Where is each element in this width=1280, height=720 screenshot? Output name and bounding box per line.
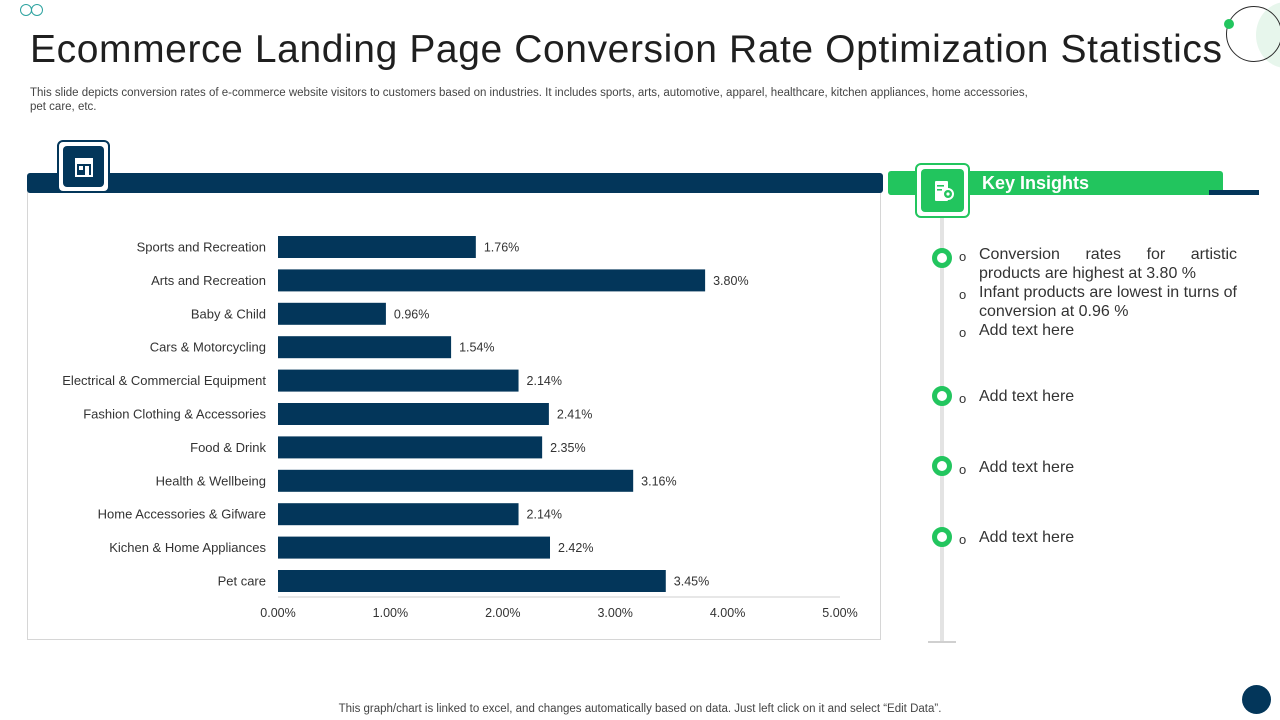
bar-8 <box>278 469 634 492</box>
bar-6 <box>278 403 549 425</box>
chart-header-bar <box>27 173 883 193</box>
data-label: 3.80% <box>713 274 748 288</box>
bar-1 <box>278 236 476 258</box>
bar-10 <box>278 536 551 559</box>
bar-4 <box>278 336 452 359</box>
corner-decoration-bottom <box>1242 685 1271 714</box>
data-label: 3.16% <box>641 474 676 488</box>
bullet-icon: o <box>959 287 967 302</box>
bullet-icon: o <box>959 462 967 477</box>
corner-decoration-dot <box>1224 19 1234 29</box>
data-label: 3.45% <box>674 575 709 589</box>
shop-icon <box>63 146 104 187</box>
timeline-node-4 <box>932 527 952 547</box>
logo-ring-right-icon <box>31 4 43 16</box>
document-gear-icon <box>921 169 964 212</box>
insight-text: Add text here <box>979 529 1075 546</box>
insight-text: Add text here <box>979 459 1075 476</box>
bar-chart: Sports and Recreation 1.76% Arts and Recre… <box>62 236 858 620</box>
bullet-icon: o <box>959 391 967 406</box>
category-label: Fashion Clothing & Accessories <box>83 407 266 422</box>
category-label: Pet care <box>218 574 266 589</box>
category-label: Arts and Recreation <box>151 273 266 288</box>
bar-2 <box>278 269 706 292</box>
category-label: Health & Wellbeing <box>156 473 266 488</box>
category-label: Sports and Recreation <box>137 240 266 255</box>
bullet-icon: o <box>959 325 967 340</box>
insights-header-accent <box>1209 190 1259 195</box>
insight-text: Add text here <box>979 322 1075 339</box>
insight-text: Add text here <box>979 388 1075 405</box>
category-label: Cars & Motorcycling <box>150 340 266 355</box>
category-label: Food & Drink <box>190 440 266 455</box>
corner-decoration-ring <box>1226 6 1280 62</box>
timeline-base <box>928 641 956 643</box>
x-tick-label: 4.00% <box>710 606 745 620</box>
data-label: 2.41% <box>557 408 592 422</box>
insights-title: Key Insights <box>982 173 1090 193</box>
insight-text: Conversion rates for artistic products a… <box>979 246 1237 282</box>
data-label: 2.35% <box>550 441 585 455</box>
insights-icon-frame <box>915 163 970 218</box>
page-title: Ecommerce Landing Page Conversion Rate O… <box>30 28 1223 71</box>
bullet-icon: o <box>959 249 967 264</box>
x-tick-label: 0.00% <box>260 606 295 620</box>
chart-icon-frame <box>57 140 110 193</box>
x-tick-label: 5.00% <box>822 606 857 620</box>
x-tick-label: 3.00% <box>597 606 632 620</box>
category-label: Baby & Child <box>191 306 266 321</box>
bullet-icon: o <box>959 532 967 547</box>
x-tick-label: 1.00% <box>373 606 408 620</box>
bar-5 <box>278 369 519 392</box>
data-label: 1.76% <box>484 241 519 255</box>
bar-9 <box>278 503 519 526</box>
insight-text: Infant products are lowest in turns of c… <box>979 284 1237 320</box>
category-label: Home Accessories & Gifware <box>98 507 266 522</box>
data-label: 2.42% <box>558 541 593 555</box>
data-label: 2.14% <box>527 374 562 388</box>
timeline-node-3 <box>932 456 952 476</box>
footnote: This graph/chart is linked to excel, and… <box>338 703 942 715</box>
x-tick-label: 2.00% <box>485 606 520 620</box>
data-label: 2.14% <box>527 508 562 522</box>
bar-7 <box>278 436 543 459</box>
timeline-line <box>940 218 944 643</box>
page-subtitle: This slide depicts conversion rates of e… <box>30 87 1028 113</box>
bar-11 <box>278 570 666 592</box>
category-label: Kichen & Home Appliances <box>109 540 266 555</box>
timeline-node-2 <box>932 386 952 406</box>
timeline-node-1 <box>932 248 952 268</box>
bar-3 <box>278 302 386 325</box>
category-label: Electrical & Commercial Equipment <box>62 373 266 388</box>
data-label: 1.54% <box>459 341 494 355</box>
data-label: 0.96% <box>394 307 429 321</box>
